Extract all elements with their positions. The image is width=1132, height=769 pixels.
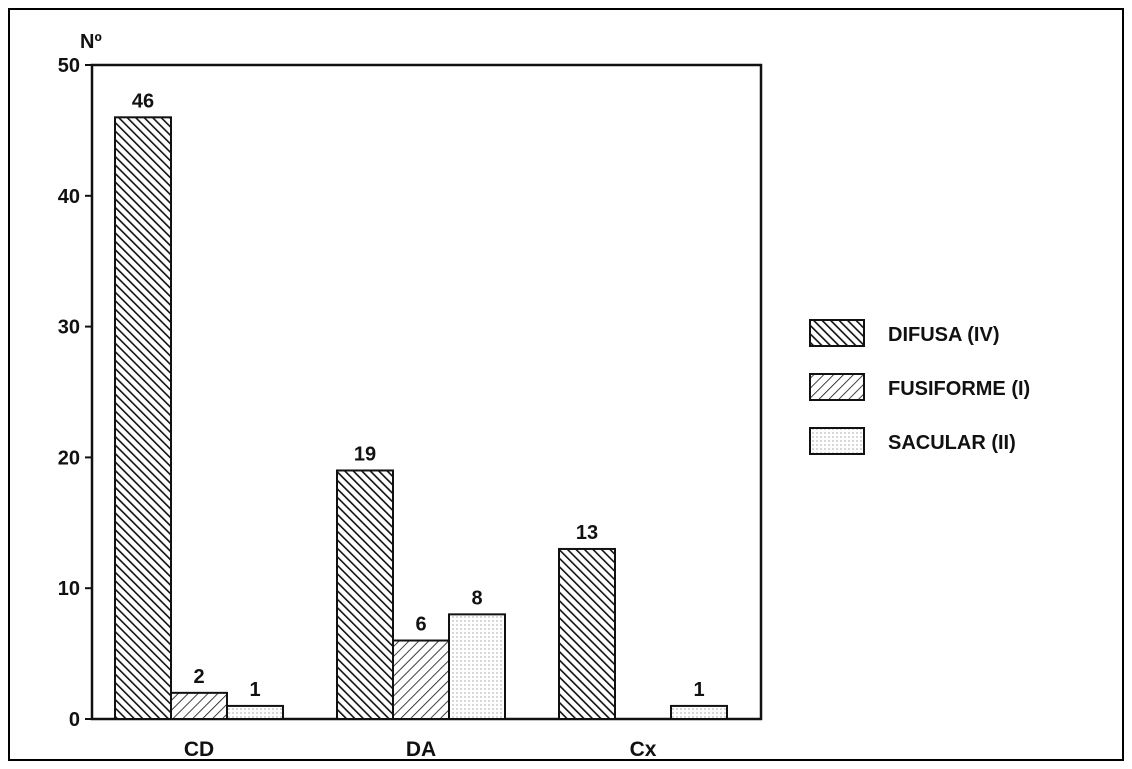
y-tick-label: 40 <box>58 186 80 208</box>
bar-cx-3 <box>670 704 728 720</box>
data-label: 46 <box>132 90 154 112</box>
y-tick-label: 30 <box>58 317 80 339</box>
legend: DIFUSA (IV) FUSIFORME (I) SACULAR (II) <box>809 319 1030 455</box>
value-labels: 46 2 1 19 6 8 13 1 <box>132 90 705 701</box>
x-tick-label: DA <box>406 738 436 761</box>
bar-da-2 <box>392 639 450 721</box>
legend-swatch <box>809 373 865 401</box>
bars <box>114 116 728 721</box>
y-tick-label: 10 <box>58 578 80 600</box>
y-ticks: 0 10 20 30 40 50 <box>58 55 92 731</box>
data-label: 1 <box>693 679 704 701</box>
y-tick-label: 50 <box>58 55 80 77</box>
bar-cd-2 <box>170 691 228 721</box>
x-tick-label: CD <box>184 738 214 761</box>
legend-swatch <box>809 319 865 347</box>
y-tick-label: 0 <box>69 709 80 731</box>
data-label: 2 <box>193 666 204 688</box>
y-axis-label: Nº <box>80 31 102 53</box>
data-label: 13 <box>576 522 598 544</box>
bar-da-1 <box>336 469 394 721</box>
bar-cx-1 <box>558 547 616 721</box>
data-label: 6 <box>415 614 426 636</box>
data-label: 19 <box>354 443 376 465</box>
bar-cd-1 <box>114 116 172 720</box>
y-tick-label: 20 <box>58 447 80 469</box>
category-labels: CD DA Cx <box>184 738 657 761</box>
legend-label: DIFUSA (IV) <box>888 324 999 346</box>
bar-cd-3 <box>226 704 284 720</box>
data-label: 8 <box>471 587 482 609</box>
legend-swatch <box>809 427 865 455</box>
data-label: 1 <box>249 679 260 701</box>
bar-da-3 <box>448 613 506 720</box>
legend-label: FUSIFORME (I) <box>888 378 1030 400</box>
legend-label: SACULAR (II) <box>888 432 1016 454</box>
x-tick-label: Cx <box>630 738 657 761</box>
